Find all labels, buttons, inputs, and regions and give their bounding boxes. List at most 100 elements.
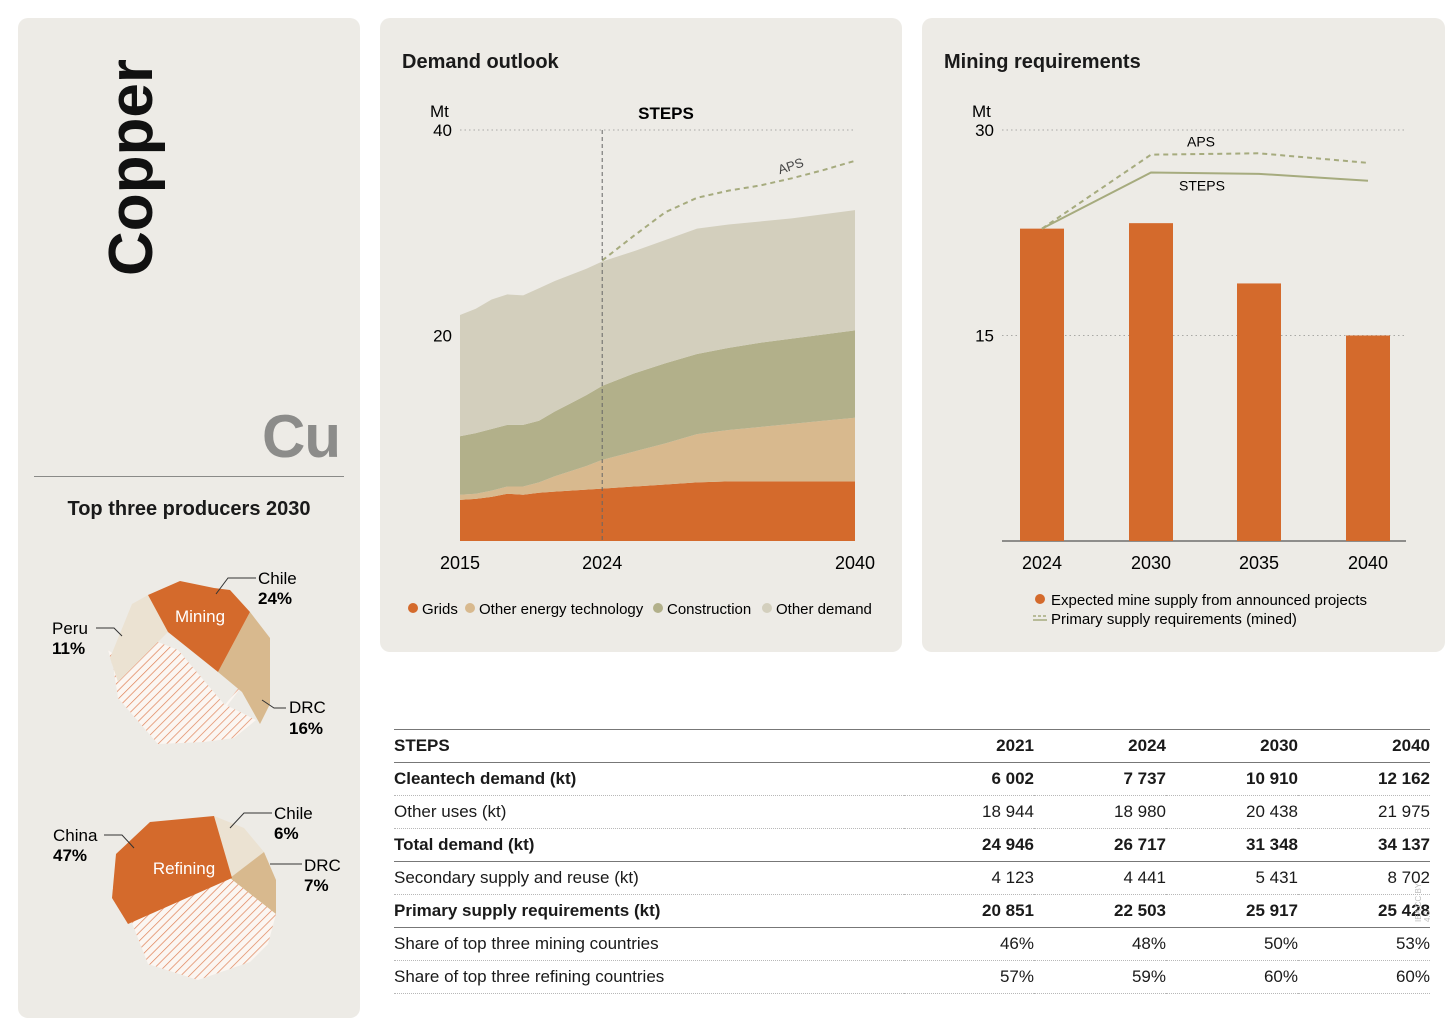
mining-chile-leader [215,577,256,595]
mining-peru-leader [96,627,123,637]
table-row: Other uses (kt) 18 944 18 980 20 438 21 975 [394,795,1430,829]
mining-rest-slice [114,624,256,744]
row-label: Total demand (kt) [394,828,904,862]
refining-drc-share: 7% [304,876,329,895]
cell-value: 26 717 [1034,828,1166,862]
cell-value: 53% [1298,927,1430,961]
legend-label: Expected mine supply from announced proj… [1051,592,1367,609]
area-other-demand [460,210,855,437]
mining-drc-country: DRC [289,698,326,717]
cell-value: 60% [1298,960,1430,994]
x-tick-label: 2040 [835,553,875,573]
cell-value: 25 428 [1298,894,1430,928]
refining-pie: Refining China 47% Chile 6% DRC 7% [53,804,341,980]
mining-chile-country: Chile [258,569,297,588]
bar-2030 [1129,223,1173,541]
cell-value: 34 137 [1298,828,1430,862]
refining-chile-leader [229,812,272,829]
y-tick-label: 15 [975,327,994,346]
y-tick-label: 40 [433,121,452,140]
header-scenario: STEPS [394,729,904,763]
element-panel: Copper Cu Top three producers 2030 Minin… [18,18,360,1018]
header-2024: 2024 [1034,729,1166,763]
row-label: Other uses (kt) [394,795,904,829]
aps-label: APS [776,155,806,177]
x-tick-label: 2030 [1131,553,1171,573]
mining-peru-country: Peru [52,619,88,638]
area-construction [460,330,855,495]
bar-2024 [1020,228,1064,541]
demand-outlook-panel: Demand outlook Mt 20 40 APS STEPS 2015 2024 204… [380,18,902,652]
legend-swatch [762,603,772,613]
legend-item: Other demand [762,601,872,618]
cell-value: 18 980 [1034,795,1166,829]
cell-value: 24 946 [904,828,1034,862]
table-row: Cleantech demand (kt) 6 002 7 737 10 910 12 … [394,762,1430,796]
legend-item: Other energy technology [465,601,644,618]
cell-value: 59% [1034,960,1166,994]
element-name: Copper [62,58,166,278]
legend-item: Construction [653,601,751,618]
bar-2040 [1346,335,1390,541]
scenario-label: STEPS [638,104,694,123]
mining-requirements-panel: Mining requirements Mt 15 30 APS STEPS 2024 20… [922,18,1445,652]
copper-data-table: STEPS 2021 2024 2030 2040 Cleantech dema… [394,729,1430,994]
cell-value: 12 162 [1298,762,1430,796]
refining-china-country: China [53,826,98,845]
legend-item: Primary supply requirements (mined) [1033,611,1297,628]
mining-drc-share: 16% [289,719,323,738]
element-symbol: Cu [262,403,341,470]
cell-value: 22 503 [1034,894,1166,928]
cell-value: 7 737 [1034,762,1166,796]
cell-value: 20 438 [1166,795,1298,829]
legend-swatch [1035,594,1045,604]
mining-chart-title: Mining requirements [944,51,1141,73]
refining-label: Refining [153,859,215,878]
cell-value: 8 702 [1298,861,1430,895]
mining-chart: Mt 15 30 APS STEPS 2024 2030 2035 2040 Expected m… [972,102,1406,628]
area-other-energy-technology [460,417,855,500]
table-row: Total demand (kt) 24 946 26 717 31 348 34 13… [394,828,1430,862]
legend-label: Other energy technology [479,601,644,618]
mining-label: Mining [175,607,225,626]
cell-value: 6 002 [904,762,1034,796]
x-tick-label: 2015 [440,553,480,573]
cell-value: 10 910 [1166,762,1298,796]
area-grids [460,481,855,541]
x-tick-label: 2035 [1239,553,1279,573]
legend-swatch [653,603,663,613]
table-header-row: STEPS 2021 2024 2030 2040 [394,729,1430,763]
cell-value: 48% [1034,927,1166,961]
mining-pie: Mining Chile 24% Peru 11% DRC 16% [52,569,326,744]
producer-pies: Mining Chile 24% Peru 11% DRC 16% Refini… [52,569,341,980]
legend-swatch [465,603,475,613]
legend-swatch [408,603,418,613]
divider [34,476,344,477]
aps-line [601,159,856,262]
cell-value: 60% [1166,960,1298,994]
row-label: Cleantech demand (kt) [394,762,904,796]
cell-value: 5 431 [1166,861,1298,895]
header-2030: 2030 [1166,729,1298,763]
legend-item: Grids [408,601,458,618]
legend-label: Primary supply requirements (mined) [1051,611,1297,628]
refining-china-leader [104,834,135,849]
cell-value: 25 917 [1166,894,1298,928]
steps-line [1041,171,1369,230]
cell-value: 57% [904,960,1034,994]
cell-value: 31 348 [1166,828,1298,862]
cell-value: 46% [904,927,1034,961]
mining-drc-slice [218,612,270,724]
steps-label: STEPS [1179,177,1225,193]
legend-label: Grids [422,601,458,618]
x-tick-label: 2040 [1348,553,1388,573]
aps-line [1041,152,1369,230]
cell-value: 50% [1166,927,1298,961]
y-tick-label: 20 [433,327,452,346]
aps-label: APS [1187,134,1215,150]
mining-drc-leader [261,699,286,709]
header-2040: 2040 [1298,729,1430,763]
refining-drc-slice [230,852,276,914]
bar-2035 [1237,283,1281,541]
mining-chile-slice [148,581,250,672]
